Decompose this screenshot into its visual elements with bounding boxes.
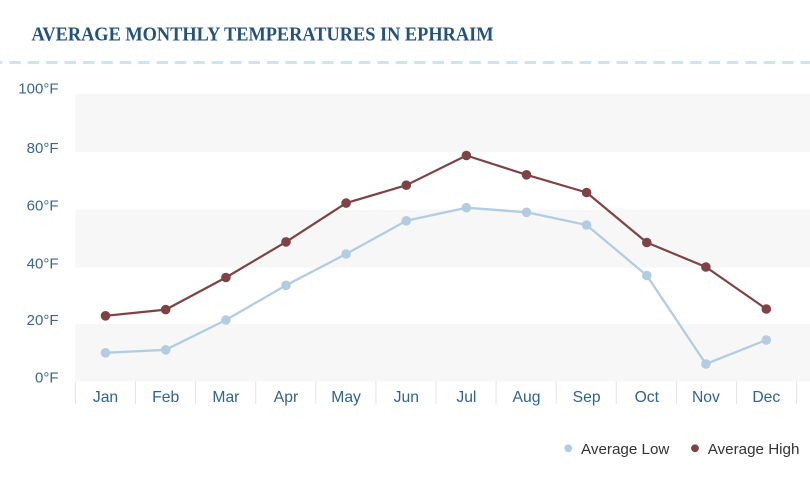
svg-text:Average High: Average High [708, 441, 800, 458]
svg-text:Jan: Jan [93, 389, 118, 406]
svg-text:Nov: Nov [692, 389, 720, 406]
svg-text:Feb: Feb [152, 389, 179, 406]
svg-text:20°F: 20°F [27, 312, 59, 329]
svg-text:Mar: Mar [212, 389, 239, 406]
svg-text:Jun: Jun [394, 389, 419, 406]
svg-text:Sep: Sep [573, 389, 601, 406]
svg-text:May: May [331, 389, 361, 406]
svg-text:60°F: 60°F [27, 198, 59, 215]
svg-text:Apr: Apr [274, 389, 298, 406]
svg-text:80°F: 80°F [27, 140, 59, 157]
svg-text:Average Low: Average Low [581, 441, 669, 458]
svg-text:0°F: 0°F [35, 369, 59, 386]
svg-text:40°F: 40°F [27, 256, 59, 273]
svg-text:Jul: Jul [456, 389, 476, 406]
svg-text:AVERAGE MONTHLY TEMPERATURES I: AVERAGE MONTHLY TEMPERATURES IN EPHRAIM [32, 24, 494, 46]
svg-text:Oct: Oct [635, 389, 660, 406]
svg-text:Dec: Dec [752, 389, 780, 406]
svg-text:Aug: Aug [513, 389, 541, 406]
svg-text:100°F: 100°F [18, 81, 58, 98]
